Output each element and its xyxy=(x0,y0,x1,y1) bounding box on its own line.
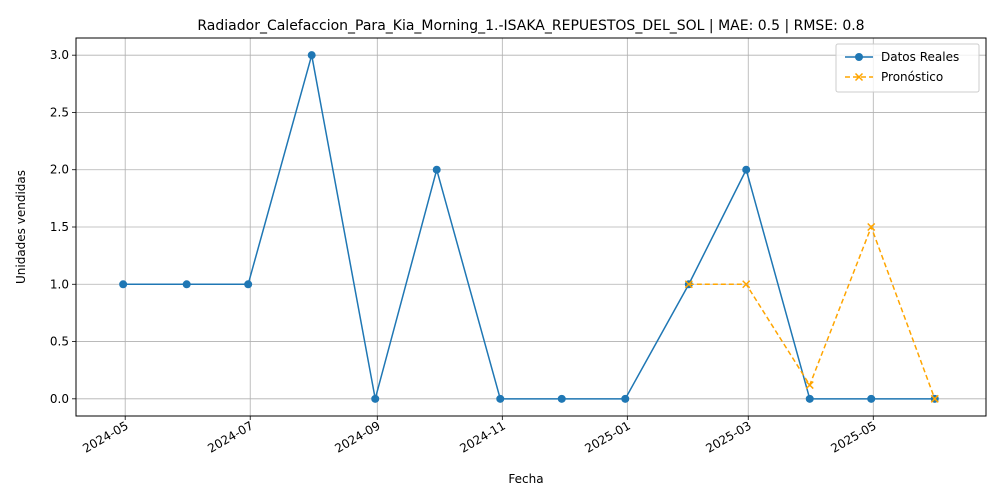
y-tick-label: 2.0 xyxy=(50,163,69,177)
data-point-datos-reales xyxy=(621,394,630,403)
legend-box xyxy=(835,43,980,93)
data-point-pronostico xyxy=(742,280,751,289)
data-point-datos-reales xyxy=(557,394,566,403)
data-point-datos-reales xyxy=(371,394,380,403)
legend-label-datos-reales: Datos Reales xyxy=(881,50,959,64)
data-point-datos-reales xyxy=(119,280,128,289)
data-point-datos-reales xyxy=(182,280,191,289)
data-point-datos-reales xyxy=(307,51,316,60)
y-tick-label: 0.5 xyxy=(50,335,69,349)
y-axis-label: Unidades vendidas xyxy=(14,170,28,284)
series-layer xyxy=(119,51,939,403)
data-point-pronostico xyxy=(805,381,814,390)
data-point-datos-reales xyxy=(805,394,814,403)
x-tick-label: 2024-09 xyxy=(332,418,382,455)
data-point-pronostico xyxy=(930,394,939,403)
x-tick-label: 2024-07 xyxy=(205,418,255,455)
chart-title: Radiador_Calefaccion_Para_Kia_Morning_1.… xyxy=(197,18,864,34)
data-point-datos-reales xyxy=(867,394,876,403)
series-line-datos-reales xyxy=(123,54,935,400)
x-tick-label: 2024-11 xyxy=(457,418,507,455)
data-point-datos-reales xyxy=(742,165,751,174)
data-point-datos-reales xyxy=(496,394,505,403)
x-tick-label: 2024-05 xyxy=(80,418,130,455)
data-point-pronostico xyxy=(867,222,876,232)
data-point-datos-reales xyxy=(244,280,253,289)
legend-marker-pronostico xyxy=(854,72,864,82)
x-tick-label: 2025-01 xyxy=(582,418,632,455)
y-tick-label: 2.5 xyxy=(50,105,69,119)
legend-marker-datos-reales xyxy=(855,53,863,61)
x-axis-label: Fecha xyxy=(508,472,543,486)
y-tick-label: 1.5 xyxy=(50,220,69,234)
data-point-datos-reales xyxy=(432,165,441,174)
data-point-pronostico xyxy=(684,280,693,289)
y-tick-label: 0.0 xyxy=(50,392,69,406)
y-tick-label: 3.0 xyxy=(50,48,69,62)
legend-label-pronostico: Pronóstico xyxy=(881,70,943,84)
x-tick-label: 2025-05 xyxy=(828,418,878,455)
x-tick-label: 2025-03 xyxy=(703,418,753,455)
y-tick-label: 1.0 xyxy=(50,277,69,291)
grid xyxy=(76,38,986,416)
legend: Datos Reales Pronóstico xyxy=(835,43,980,93)
